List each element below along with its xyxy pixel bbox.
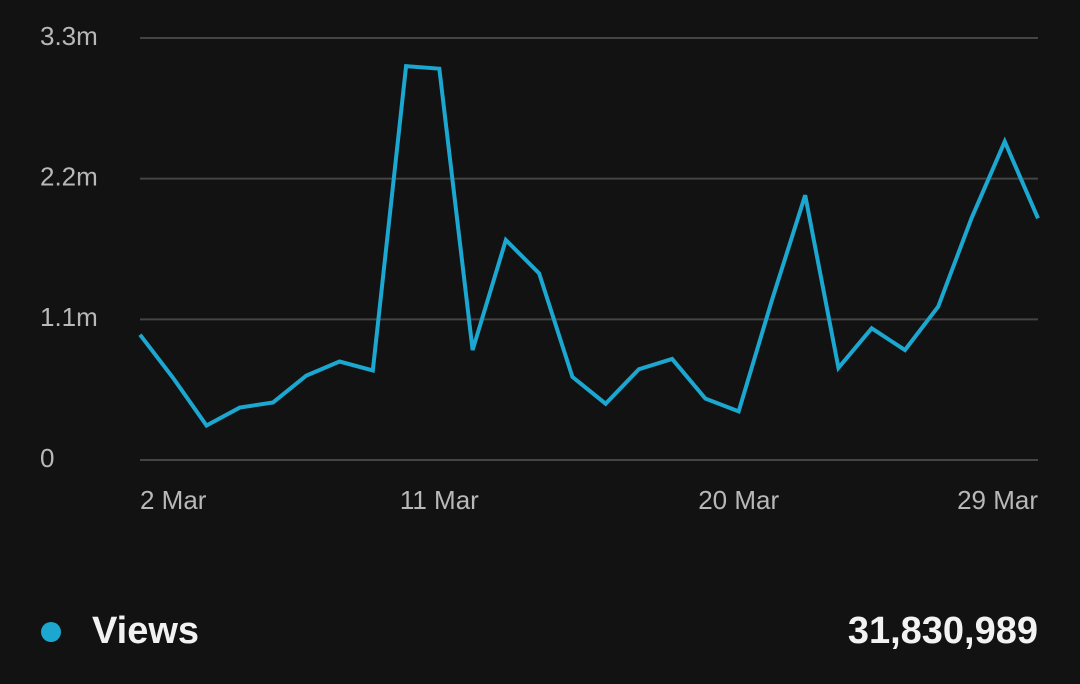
x-tick-label: 20 Mar [698, 485, 779, 515]
total-value: 31,830,989 [848, 610, 1038, 652]
x-tick-label: 2 Mar [140, 485, 207, 515]
y-tick-label: 3.3m [40, 21, 98, 51]
series-line [138, 63, 1040, 429]
y-tick-label: 2.2m [40, 162, 98, 192]
x-tick-label: 29 Mar [957, 485, 1038, 515]
x-tick-label: 11 Mar [400, 485, 479, 515]
y-tick-label: 1.1m [40, 302, 98, 332]
y-tick-label: 0 [40, 443, 54, 473]
legend-label: Views [92, 610, 199, 652]
legend-dot [41, 622, 61, 642]
